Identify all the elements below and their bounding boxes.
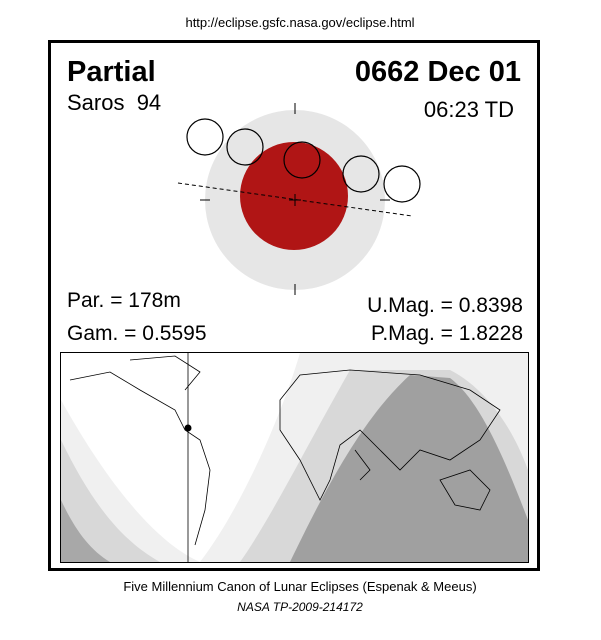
- eclipse-diagram: [177, 103, 421, 295]
- footer-publication: NASA TP-2009-214172: [237, 600, 363, 614]
- visibility-map: [60, 352, 529, 563]
- umbral-magnitude: U.Mag. = 0.8398: [367, 294, 523, 317]
- eclipse-date: 0662 Dec 01: [355, 56, 521, 88]
- umbra: [240, 142, 348, 250]
- gamma: Gam. = 0.5595: [67, 322, 207, 345]
- moon-path: [177, 182, 413, 217]
- axis-ticks: [200, 103, 390, 295]
- source-url: http://eclipse.gsfc.nasa.gov/eclipse.htm…: [185, 15, 414, 30]
- moon-positions: [186, 118, 421, 203]
- eclipse-type: Partial: [67, 56, 156, 88]
- penumbral-magnitude: P.Mag. = 1.8228: [371, 322, 523, 345]
- time: 06:23 TD: [424, 97, 514, 122]
- footer-title: Five Millennium Canon of Lunar Eclipses …: [123, 579, 476, 594]
- saros: Saros 94: [67, 90, 161, 115]
- partial-duration: Par. = 178m: [67, 289, 181, 312]
